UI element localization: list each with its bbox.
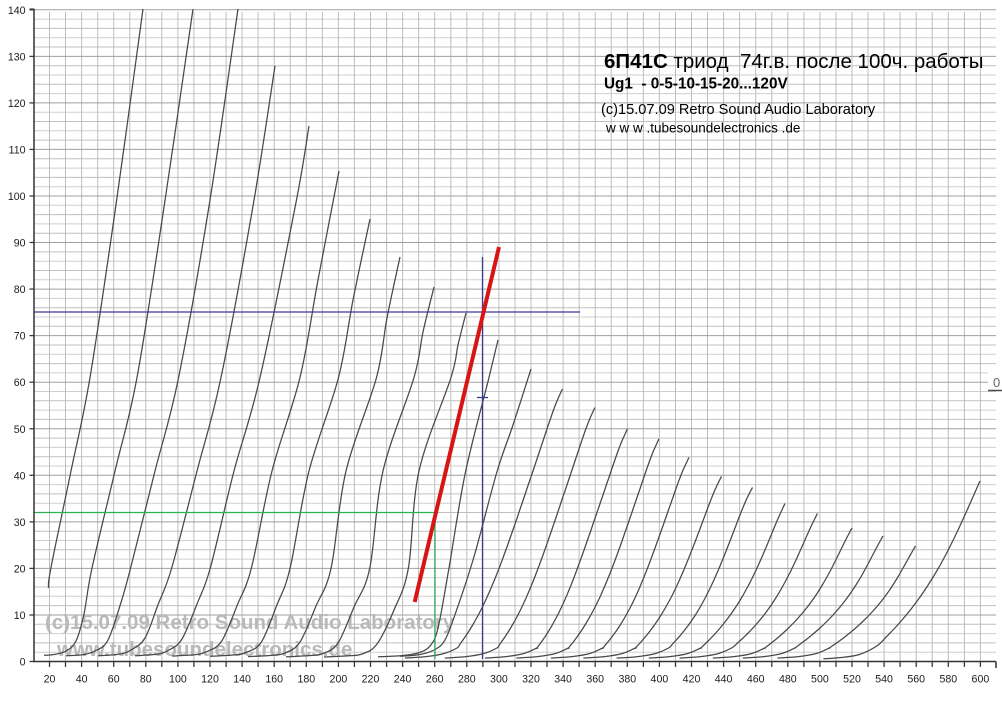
svg-text:110: 110 (9, 144, 26, 156)
svg-text:320: 320 (522, 674, 540, 686)
svg-text:240: 240 (394, 674, 412, 686)
svg-text:580: 580 (939, 674, 957, 686)
svg-text:540: 540 (875, 674, 893, 686)
svg-text:20: 20 (44, 674, 56, 686)
svg-text:40: 40 (76, 674, 88, 686)
svg-text:520: 520 (843, 674, 861, 686)
svg-text:160: 160 (265, 674, 283, 686)
svg-text:Ug1 - 0-5-10-15-20...120V: Ug1 - 0-5-10-15-20...120V (604, 76, 788, 93)
svg-text:60: 60 (14, 377, 26, 389)
svg-text:480: 480 (779, 674, 797, 686)
svg-text:20: 20 (14, 563, 26, 575)
svg-text:0: 0 (993, 375, 1000, 390)
svg-text:30: 30 (14, 517, 26, 529)
svg-text:(c)15.07.09 Retro Sound Audio: (c)15.07.09 Retro Sound Audio Laboratory (45, 611, 455, 634)
svg-text:100: 100 (8, 191, 26, 203)
svg-text:80: 80 (140, 674, 152, 686)
svg-text:420: 420 (683, 674, 701, 686)
svg-text:120: 120 (201, 674, 219, 686)
svg-text:280: 280 (458, 674, 476, 686)
svg-text:90: 90 (14, 238, 26, 250)
svg-text:220: 220 (362, 674, 380, 686)
svg-text:500: 500 (811, 674, 829, 686)
svg-text:440: 440 (715, 674, 733, 686)
svg-text:(c)15.07.09 Retro Sound Audio: (c)15.07.09 Retro Sound Audio Laboratory (601, 102, 876, 118)
svg-text:120: 120 (8, 98, 26, 110)
svg-text:0: 0 (20, 657, 26, 669)
svg-text:60: 60 (108, 674, 120, 686)
svg-text:200: 200 (330, 674, 348, 686)
svg-text:460: 460 (747, 674, 765, 686)
svg-text:360: 360 (586, 674, 604, 686)
svg-text:130: 130 (8, 51, 26, 63)
svg-text:70: 70 (14, 331, 26, 343)
svg-text:www.tubesoundelectronics.de: www.tubesoundelectronics.de (56, 638, 352, 661)
svg-text:180: 180 (297, 674, 315, 686)
svg-text:10: 10 (14, 610, 26, 622)
svg-text:400: 400 (651, 674, 669, 686)
svg-text:380: 380 (618, 674, 636, 686)
svg-text:40: 40 (14, 470, 26, 482)
svg-text:340: 340 (554, 674, 572, 686)
svg-text:600: 600 (972, 674, 990, 686)
svg-text:6П41С триод 74г.в. после 100ч: 6П41С триод 74г.в. после 100ч. работы (604, 50, 983, 73)
svg-text:50: 50 (14, 424, 26, 436)
svg-text:260: 260 (426, 674, 444, 686)
svg-text:140: 140 (233, 674, 251, 686)
svg-text:80: 80 (14, 284, 26, 296)
svg-text:w w w .tubesoundelectronics .d: w w w .tubesoundelectronics .de (605, 121, 800, 136)
svg-text:140: 140 (8, 5, 26, 17)
svg-text:100: 100 (169, 674, 187, 686)
svg-text:560: 560 (907, 674, 925, 686)
svg-text:300: 300 (490, 674, 508, 686)
